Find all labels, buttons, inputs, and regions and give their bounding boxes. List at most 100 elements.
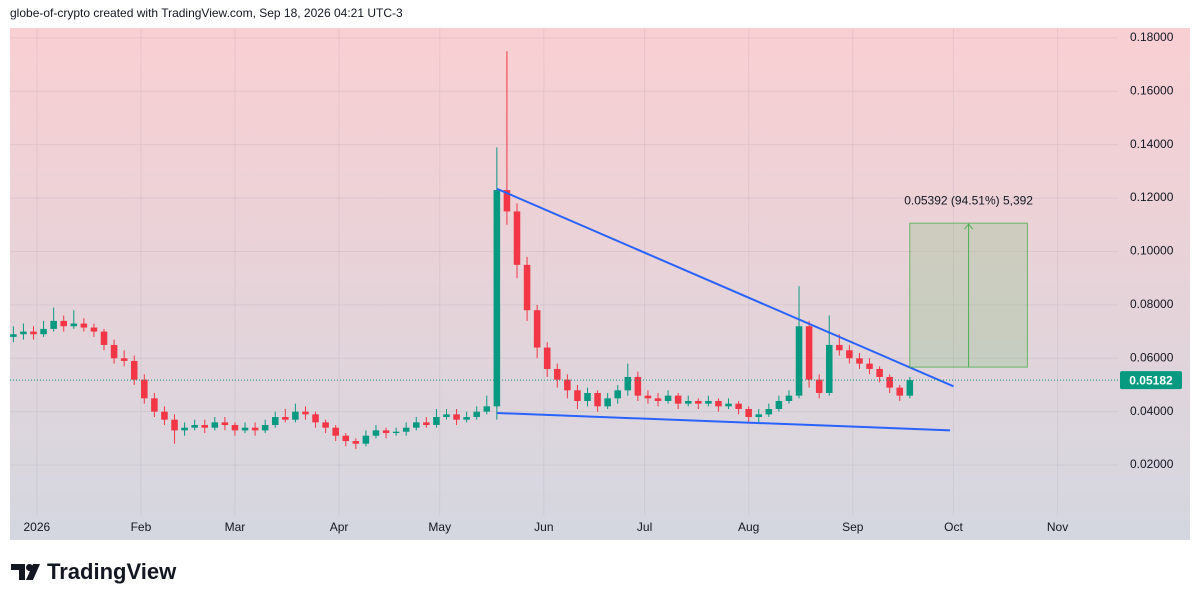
candle-body [775, 400, 783, 410]
candle-body [271, 417, 279, 426]
x-tick-label: Jun [534, 520, 553, 534]
y-tick-label: 0.18000 [1130, 30, 1174, 44]
x-tick-label: May [428, 520, 451, 534]
candle-body [231, 425, 239, 431]
x-tick-label: 2026 [24, 520, 51, 534]
candle-body [473, 411, 480, 418]
candle-body [352, 441, 360, 444]
candle-body [241, 427, 249, 431]
candle-body [745, 409, 752, 418]
candle-body [815, 379, 823, 393]
candle-body [876, 368, 883, 377]
candle-body [564, 379, 571, 391]
candle-body [644, 395, 652, 399]
candle-body [171, 419, 178, 431]
candle-body [795, 326, 803, 396]
candle-body [382, 430, 390, 434]
candle-body [251, 427, 259, 431]
candle-body [120, 358, 128, 361]
candle-body [70, 323, 78, 327]
candle-body [211, 422, 219, 428]
candle-body [30, 331, 37, 335]
candle-body [503, 190, 511, 212]
candle-body [453, 414, 460, 420]
candle-body [624, 376, 632, 391]
last-price-box [1120, 371, 1182, 390]
candle-body [695, 400, 702, 404]
candle-body [634, 376, 642, 396]
header: globe-of-crypto created with TradingView… [10, 6, 403, 20]
y-tick-label: 0.02000 [1130, 457, 1174, 471]
candle-body [221, 422, 229, 426]
y-tick-label: 0.16000 [1130, 83, 1174, 97]
candle-body [493, 190, 501, 407]
candle-body [302, 411, 309, 415]
trendline [496, 412, 951, 432]
x-tick-label: Sep [842, 520, 864, 534]
chart-background [10, 28, 1190, 540]
candle-body [674, 395, 682, 404]
candle-body [785, 395, 793, 401]
measure-arrowhead [964, 223, 973, 230]
candle-body [181, 427, 188, 431]
candle-body [483, 406, 491, 412]
candle-body [543, 347, 551, 369]
y-tick-label: 0.06000 [1130, 350, 1174, 364]
candle-body [100, 331, 108, 345]
candle-body [463, 417, 470, 420]
candle-body [141, 379, 148, 399]
y-tick-label: 0.12000 [1130, 190, 1174, 204]
candle-body [372, 430, 380, 436]
candle-body [725, 403, 732, 407]
candle-body [866, 363, 873, 369]
candle-body [664, 395, 672, 401]
candle-body [342, 435, 350, 442]
candle-body [402, 427, 410, 432]
y-tick-label: 0.10000 [1130, 244, 1174, 258]
candle-body [60, 320, 67, 327]
candle-body [735, 403, 742, 410]
candle-body [533, 310, 541, 348]
candle-body [896, 387, 904, 396]
candle-body [755, 414, 763, 418]
candle-body [825, 344, 833, 393]
candle-body [362, 435, 370, 444]
candle-body [110, 344, 118, 359]
candle-body [584, 392, 591, 401]
candle-body [90, 327, 98, 332]
candle-body [906, 380, 914, 396]
candle-body [805, 326, 813, 380]
candle-body [715, 400, 722, 407]
candle-body [886, 376, 893, 388]
x-tick-label: Mar [225, 520, 246, 534]
candle-body [574, 390, 581, 401]
candle-body [846, 350, 853, 359]
candle-body [412, 422, 420, 428]
x-tick-label: Jul [637, 520, 652, 534]
candle-body [261, 425, 269, 431]
candle-body [654, 398, 662, 401]
y-tick-label: 0.04000 [1130, 404, 1174, 418]
candle-body [433, 417, 440, 426]
candle-body [130, 360, 138, 380]
candle-body [161, 411, 168, 420]
x-tick-label: Feb [131, 520, 152, 534]
candle-body [50, 320, 57, 329]
measure-label: 0.05392 (94.51%) 5,392 [904, 193, 1033, 207]
candle-body [765, 409, 773, 415]
candle-body [614, 390, 621, 399]
candle-body [513, 211, 521, 265]
candle-body [423, 422, 430, 426]
candle-body [554, 368, 561, 380]
candle-body [684, 400, 692, 404]
y-tick-label: 0.14000 [1130, 137, 1174, 151]
candle-body [10, 334, 17, 337]
candle-body [392, 431, 400, 434]
x-tick-label: Apr [330, 520, 349, 534]
candle-body [20, 331, 27, 335]
candle-body [523, 264, 531, 311]
brand-logo [11, 564, 40, 580]
x-tick-label: Nov [1047, 520, 1068, 534]
